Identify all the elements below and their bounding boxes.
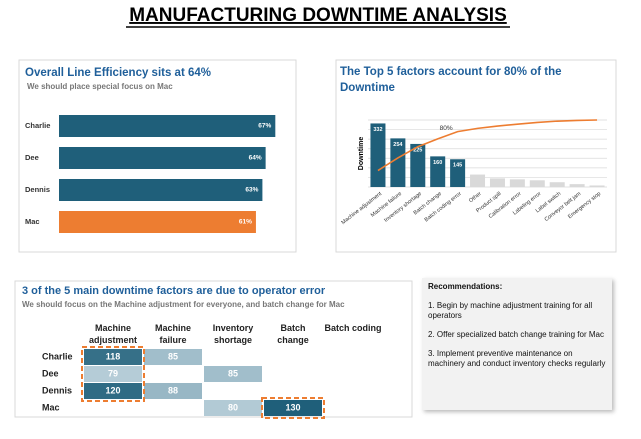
bar — [370, 123, 386, 187]
bar — [489, 178, 505, 187]
bar — [59, 179, 263, 201]
rec-item: 3. Implement preventive maintenance on m… — [428, 349, 606, 368]
page-title: MANUFACTURING DOWNTIME ANALYSIS — [129, 5, 507, 26]
data-label: 160 — [433, 160, 442, 166]
y-tick-label: Charlie — [25, 121, 50, 130]
bar — [59, 211, 256, 233]
bar — [59, 115, 276, 137]
cell-label: 85 — [168, 351, 178, 361]
heat-cell — [144, 383, 202, 399]
rec-item: 1. Begin by machine adjustment training … — [428, 301, 593, 320]
bar — [529, 180, 545, 187]
column-header: Batch change — [277, 323, 309, 345]
bar — [430, 156, 446, 187]
rec-item: 2. Offer specialized batch change traini… — [428, 330, 604, 339]
cumulative-line — [377, 119, 598, 172]
data-label: 254 — [393, 142, 403, 148]
title-box: The Top 5 factors account for 80% of the… — [340, 66, 562, 94]
chart-title: Overall Line Efficiency sits at 64% — [25, 67, 211, 79]
cell-label: 118 — [106, 351, 121, 361]
chart-title: 3 of the 5 main downtime factors are due… — [22, 285, 326, 297]
bar — [509, 179, 525, 187]
chart-title: The Top 5 factors account for 80% of the… — [340, 66, 562, 94]
heat-cell — [144, 349, 202, 365]
cell-label: 85 — [228, 368, 238, 378]
bar — [410, 143, 426, 187]
recommendations: Recommendations: 1. Begin by machine adj… — [422, 278, 612, 410]
heat-cell — [84, 366, 142, 382]
highlight-box — [81, 346, 145, 402]
bar — [450, 159, 466, 187]
rec-title: Recommendations: — [428, 282, 503, 291]
row-label: Dee — [42, 368, 59, 378]
highlight-box — [261, 397, 325, 419]
bar — [569, 184, 585, 187]
cell-label: 79 — [108, 368, 118, 378]
heat-cell — [84, 349, 142, 365]
cell-label: 88 — [168, 385, 178, 395]
row-label: Mac — [42, 402, 60, 412]
data-label: 61% — [239, 219, 252, 226]
data-label: 145 — [453, 163, 462, 169]
heat-cell — [204, 366, 262, 382]
y-tick-label: Mac — [25, 217, 40, 226]
column-header: Machine adjustment — [88, 323, 137, 345]
column-header: Machine failure — [154, 323, 191, 345]
panel — [335, 59, 617, 253]
cell-label: 120 — [105, 385, 120, 395]
chart-subtitle: We should focus on the Machine adjustmen… — [22, 300, 345, 309]
bar — [549, 182, 565, 187]
bar — [390, 138, 406, 187]
column-header: Batch coding — [324, 323, 382, 333]
heat-cell — [204, 400, 262, 416]
data-label: 63% — [245, 187, 258, 194]
heat-cell — [264, 400, 322, 416]
bar — [470, 174, 486, 187]
y-axis-label: Downtime — [358, 137, 365, 171]
chart-subtitle: We should place special focus on Mac — [27, 82, 173, 91]
bar — [589, 185, 605, 187]
row-label: Charlie — [42, 351, 73, 361]
annotation: 80% — [440, 125, 453, 132]
data-label: 332 — [373, 127, 382, 133]
column-header: Inventory shortage — [212, 323, 254, 345]
y-tick-label: Dee — [25, 153, 39, 162]
heat-cell — [84, 383, 142, 399]
cell-label: 80 — [228, 402, 238, 412]
cell-label: 130 — [285, 402, 300, 412]
data-label: 67% — [258, 123, 271, 130]
bar — [59, 147, 266, 169]
data-label: 64% — [249, 155, 262, 162]
y-tick-label: Dennis — [25, 185, 50, 194]
data-label: 225 — [413, 147, 422, 153]
row-label: Dennis — [42, 385, 72, 395]
